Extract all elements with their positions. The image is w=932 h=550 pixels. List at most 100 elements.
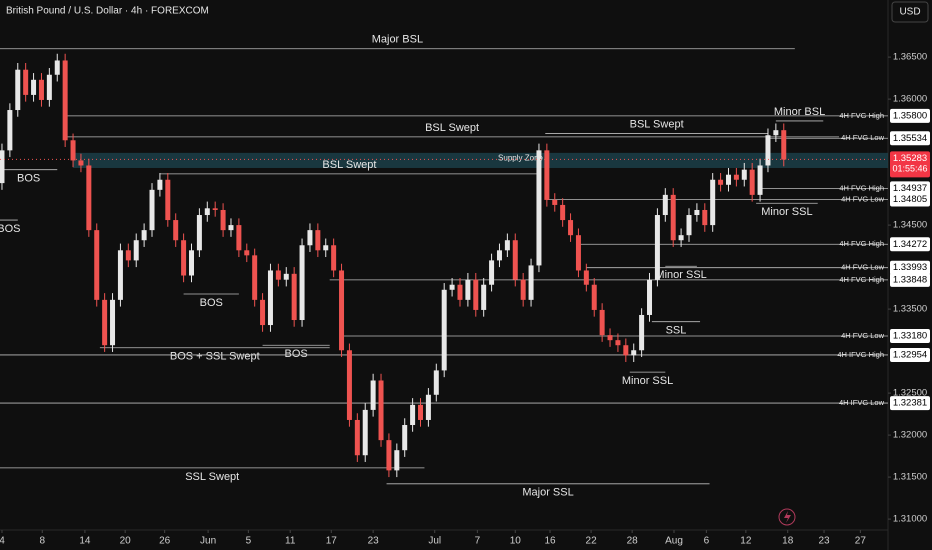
alert-icon[interactable] bbox=[784, 511, 791, 523]
candle-body bbox=[378, 380, 384, 441]
candle-body bbox=[710, 179, 716, 226]
currency[interactable]: USD bbox=[899, 7, 920, 18]
x-tick-label: 7 bbox=[475, 536, 481, 547]
candle-body bbox=[323, 245, 329, 251]
candle-body bbox=[741, 169, 747, 180]
currency-button[interactable] bbox=[891, 1, 929, 23]
candle-body bbox=[425, 394, 431, 420]
x-tick-label: 16 bbox=[544, 536, 556, 547]
level-tag: 4H IFVG High bbox=[837, 350, 884, 359]
y-tick-label: 1.34500 bbox=[893, 220, 927, 231]
level-label: BOS bbox=[200, 297, 223, 309]
candle-body bbox=[0, 150, 5, 184]
price-box-label: 1.33848 bbox=[893, 274, 927, 285]
price-box bbox=[890, 260, 930, 275]
candle-body bbox=[520, 279, 526, 300]
candle-body bbox=[623, 345, 629, 356]
candle-body bbox=[418, 404, 424, 420]
y-tick-label: 1.31000 bbox=[893, 514, 927, 525]
candle-body bbox=[568, 220, 574, 236]
candle-body bbox=[228, 225, 234, 231]
level-label: BOS bbox=[0, 223, 21, 235]
candle-body bbox=[173, 220, 179, 241]
supply-zone bbox=[73, 152, 889, 168]
candle-body bbox=[244, 250, 250, 256]
candle-body bbox=[102, 299, 108, 346]
level-tag: 4H FVG High bbox=[839, 239, 884, 248]
x-tick-label: 17 bbox=[326, 536, 338, 547]
candle-body bbox=[781, 130, 787, 160]
level-label: Minor SSL bbox=[761, 206, 812, 218]
x-tick-label: 28 bbox=[627, 536, 639, 547]
level-tag: 4H FVG High bbox=[839, 111, 884, 120]
candle-body bbox=[694, 209, 700, 216]
last-price-box bbox=[890, 151, 930, 178]
level-tag: 4H FVG Low bbox=[841, 194, 885, 203]
level-tag: 4H FVG Low bbox=[841, 133, 885, 142]
candle-body bbox=[165, 179, 171, 221]
candle-body bbox=[141, 230, 147, 241]
candle-body bbox=[473, 279, 479, 310]
level-label: SSL Swept bbox=[185, 471, 239, 483]
candle-body bbox=[481, 284, 487, 310]
candle-body bbox=[631, 350, 637, 356]
countdown: 01:55:46 bbox=[892, 164, 927, 174]
candle-body bbox=[702, 209, 708, 226]
candle-body bbox=[15, 69, 21, 111]
candle-body bbox=[370, 380, 376, 410]
candle-body bbox=[489, 260, 495, 285]
price-box-label: 1.34805 bbox=[893, 194, 927, 205]
price-box bbox=[890, 181, 930, 196]
price-box bbox=[890, 347, 930, 362]
candle-body bbox=[733, 174, 739, 180]
x-tick-label: Aug bbox=[665, 536, 683, 547]
y-tick-label: 1.36500 bbox=[893, 52, 927, 63]
candle-body bbox=[394, 450, 400, 471]
level-label: BSL Swept bbox=[425, 122, 479, 134]
candle-body bbox=[765, 135, 771, 166]
price-box-label: 1.35800 bbox=[893, 110, 927, 121]
chart-title: British Pound / U.S. Dollar · 4h · FOREX… bbox=[6, 6, 209, 17]
candle-body bbox=[181, 240, 187, 276]
price-box-label: 1.34272 bbox=[893, 239, 927, 250]
candle-body bbox=[670, 194, 676, 241]
candle-body bbox=[402, 425, 408, 451]
y-tick-label: 1.32500 bbox=[893, 388, 927, 399]
candle-body bbox=[410, 404, 416, 426]
candle-body bbox=[560, 204, 566, 221]
price-box bbox=[890, 192, 930, 207]
candle-body bbox=[94, 230, 100, 300]
level-label: Minor BSL bbox=[774, 106, 825, 118]
candle-body bbox=[449, 284, 455, 290]
candle-body bbox=[552, 199, 558, 205]
candle-body bbox=[46, 74, 52, 100]
level-label: BSL Swept bbox=[322, 159, 376, 171]
x-tick-label: 10 bbox=[510, 536, 522, 547]
level-tag: 4H IFVG Low bbox=[839, 398, 885, 407]
candle-body bbox=[78, 160, 84, 166]
candle-body bbox=[339, 270, 345, 351]
candle-body bbox=[725, 174, 731, 185]
candle-body bbox=[252, 255, 258, 300]
level-label: Major SSL bbox=[522, 487, 573, 499]
last-price-label: 1.35283 bbox=[893, 153, 927, 164]
level-tag: 4H FVG High bbox=[839, 275, 884, 284]
price-box-label: 1.33180 bbox=[893, 330, 927, 341]
price-box bbox=[890, 396, 930, 411]
candle-body bbox=[354, 419, 360, 456]
candle-body bbox=[496, 250, 502, 261]
x-tick-label: 18 bbox=[782, 536, 794, 547]
candle-body bbox=[54, 60, 60, 75]
level-label: Minor SSL bbox=[622, 375, 673, 387]
y-tick-label: 1.36000 bbox=[893, 94, 927, 105]
alert-icon[interactable] bbox=[778, 508, 796, 526]
level-tag: 4H FVG Low bbox=[841, 331, 885, 340]
candle-body bbox=[220, 209, 226, 231]
x-tick-label: 12 bbox=[740, 536, 752, 547]
candle-body bbox=[149, 189, 155, 231]
zone-label: Supply Zone bbox=[498, 154, 543, 163]
candle-body bbox=[275, 270, 281, 280]
price-box bbox=[890, 328, 930, 343]
